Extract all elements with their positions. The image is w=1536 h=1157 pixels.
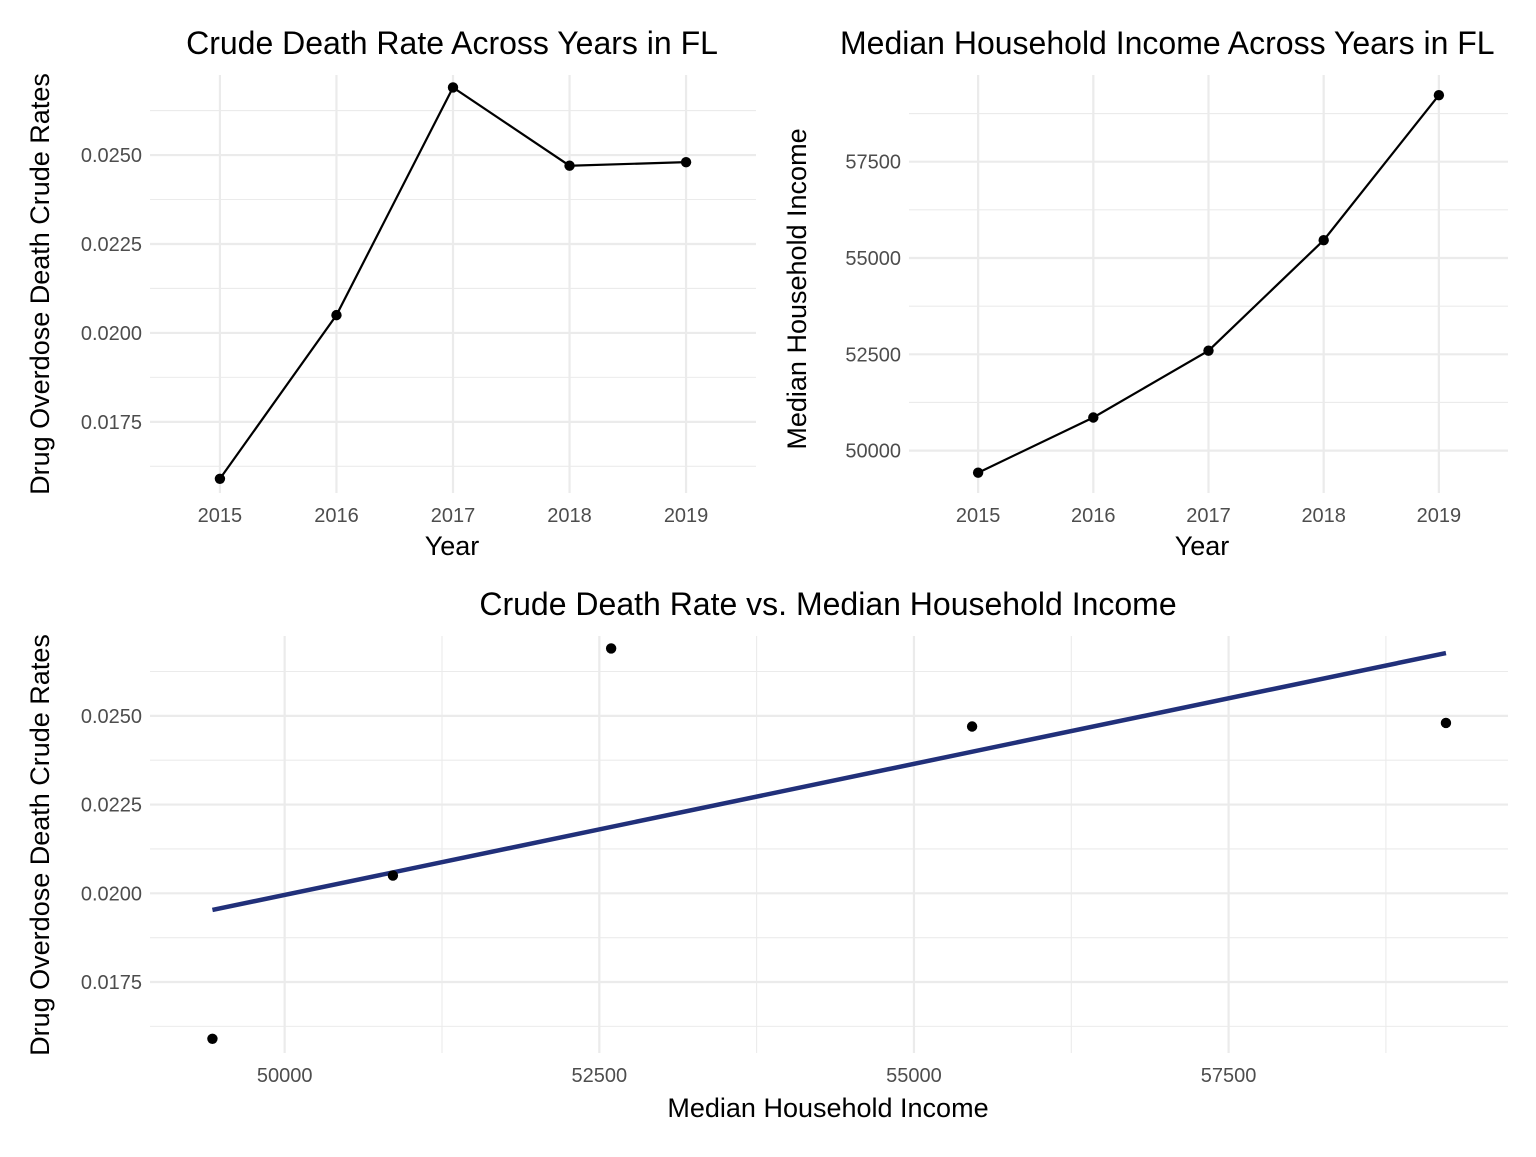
marks — [214, 82, 692, 484]
y-tick-label: 50000 — [845, 441, 901, 463]
data-point — [1318, 234, 1329, 246]
trend-line — [211, 650, 1447, 913]
chart-title: Median Household Income Across Years in … — [840, 25, 1495, 61]
data-point — [966, 721, 978, 732]
data-point — [331, 309, 342, 321]
x-tick-label: 2016 — [314, 505, 359, 527]
y-tick-label: 0.0175 — [81, 412, 142, 434]
data-point — [680, 156, 692, 168]
x-axis-title: Year — [425, 531, 480, 561]
x-tick-label: 55000 — [886, 1065, 942, 1087]
marks — [207, 643, 1452, 1045]
data-point — [1433, 89, 1445, 101]
data-point — [972, 467, 984, 478]
y-tick-label: 57500 — [845, 152, 901, 174]
chart-title: Crude Death Rate Across Years in FL — [186, 25, 718, 61]
x-axis-title: Median Household Income — [667, 1093, 988, 1123]
x-tick-label: 2015 — [956, 505, 1001, 527]
x-tick-label: 2015 — [198, 505, 243, 527]
y-tick-label: 0.0175 — [81, 972, 142, 994]
grid — [150, 636, 1508, 1053]
x-tick-label: 2019 — [1417, 505, 1462, 527]
y-tick-label: 0.0250 — [81, 145, 142, 167]
data-point — [1088, 412, 1099, 423]
y-tick-labels: 0.0175 0.0200 0.0225 0.0250 — [81, 706, 142, 994]
y-tick-label: 0.0200 — [81, 883, 142, 905]
data-point — [605, 643, 617, 654]
x-tick-label: 50000 — [257, 1065, 313, 1087]
grid — [909, 75, 1508, 493]
x-tick-labels: 2015 2016 2017 2018 2019 — [198, 505, 709, 527]
data-point — [207, 1033, 218, 1045]
x-tick-label: 2017 — [1186, 505, 1231, 527]
data-point — [1440, 717, 1452, 729]
data-point — [214, 473, 226, 484]
y-tick-labels: 0.0175 0.0200 0.0225 0.0250 — [81, 145, 142, 434]
y-tick-label: 0.0250 — [81, 706, 142, 728]
x-tick-label: 2018 — [547, 505, 592, 527]
data-point — [564, 160, 575, 171]
y-tick-label: 0.0225 — [81, 795, 142, 817]
y-tick-label: 0.0225 — [81, 234, 142, 256]
x-tick-label: 52500 — [571, 1065, 627, 1087]
data-point — [387, 870, 399, 881]
x-tick-label: 57500 — [1201, 1065, 1257, 1087]
x-tick-label: 2017 — [431, 505, 476, 527]
x-tick-labels: 50000 52500 55000 57500 — [257, 1065, 1257, 1087]
panel-death-rate-vs-income: 50000 52500 55000 57500 0.01750.02000.02250… — [25, 586, 1508, 1123]
grid — [150, 75, 756, 493]
data-point — [1203, 345, 1214, 356]
marks — [972, 89, 1445, 478]
chart-title: Crude Death Rate vs. Median Household In… — [479, 586, 1176, 622]
y-tick-label: 0.0200 — [81, 323, 142, 345]
panel-income-by-year: 2015 2016 2017 2018 2019 50000 52500 55000 5750… — [782, 25, 1508, 561]
x-tick-label: 2019 — [664, 505, 709, 527]
data-point — [447, 82, 459, 93]
y-tick-labels: 50000 52500 55000 57500 — [845, 152, 901, 463]
x-tick-label: 2016 — [1071, 505, 1116, 527]
y-tick-label: 55000 — [845, 248, 901, 270]
y-axis-title: Drug Overdose Death Crude Rates — [25, 634, 55, 1056]
x-tick-labels: 2015 2016 2017 2018 2019 — [956, 505, 1461, 527]
x-axis-title: Year — [1175, 531, 1230, 561]
y-axis-title: Median Household Income — [782, 128, 812, 449]
x-tick-label: 2018 — [1301, 505, 1346, 527]
panel-death-rate-by-year: 2015 2016 2017 2018 2019 0.01750.02000.02250… — [25, 25, 756, 561]
y-axis-title: Drug Overdose Death Crude Rates — [25, 73, 55, 495]
y-tick-label: 52500 — [845, 344, 901, 366]
